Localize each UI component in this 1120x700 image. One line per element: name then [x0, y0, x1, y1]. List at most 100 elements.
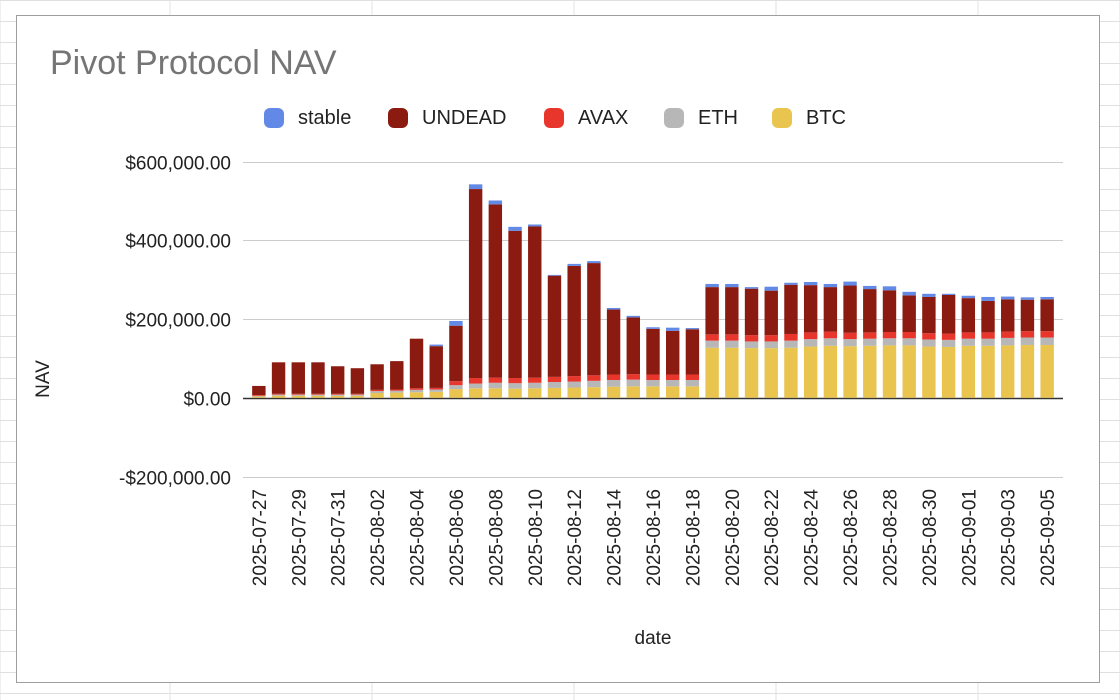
bar-segment-eth: [587, 380, 601, 388]
bar-segment-btc: [784, 347, 798, 398]
legend-label-stable: stable: [298, 107, 352, 129]
bar-segment-btc: [725, 347, 739, 398]
bar-segment-undead: [981, 300, 995, 333]
bar-segment-avax: [1001, 331, 1015, 338]
bar-segment-avax: [626, 374, 640, 380]
y-tick-label: $0.00: [183, 390, 231, 411]
bar-segment-btc: [646, 386, 660, 398]
bar-segment-btc: [528, 388, 542, 398]
y-axis-label: NAV: [33, 360, 54, 398]
bar-segment-avax: [784, 333, 798, 341]
bar-segment-btc: [863, 345, 877, 398]
bar-segment-undead: [488, 204, 503, 378]
legend-swatch-eth: [664, 108, 684, 128]
bar-segment-undead: [390, 361, 404, 390]
bar-segment-btc: [429, 391, 443, 398]
x-tick-label: 2025-08-14: [605, 489, 626, 587]
bar-segment-undead: [252, 385, 266, 395]
bar-segment-eth: [370, 391, 384, 394]
bar-segment-stable: [902, 291, 916, 296]
bar-segment-stable: [449, 320, 463, 326]
x-tick-label: 2025-08-26: [841, 489, 862, 586]
bar-segment-btc: [685, 386, 700, 398]
legend-label-undead: UNDEAD: [422, 107, 507, 129]
x-tick-label: 2025-08-16: [644, 489, 665, 586]
bar-segment-eth: [271, 394, 286, 396]
bar-segment-undead: [606, 309, 621, 375]
bar-segment-undead: [547, 275, 562, 377]
bar-segment-undead: [725, 287, 739, 335]
bar-segment-avax: [350, 393, 365, 395]
legend-swatch-stable: [264, 108, 284, 128]
bar-segment-btc: [666, 386, 680, 398]
legend-swatch-avax: [544, 108, 564, 128]
bar-segment-avax: [587, 375, 601, 381]
chart-title: Pivot Protocol NAV: [50, 44, 337, 82]
y-tick-label: $400,000.00: [125, 232, 231, 253]
bar-segment-avax: [409, 388, 424, 390]
bar-segment-stable: [922, 293, 936, 297]
bar-segment-stable: [429, 344, 443, 347]
bar-segment-eth: [606, 380, 621, 387]
bar-segment-stable: [468, 184, 483, 190]
bar-segment-btc: [567, 387, 581, 398]
x-tick-label: 2025-08-10: [526, 489, 547, 586]
bar-segment-avax: [252, 394, 266, 396]
bar-segment-btc: [705, 347, 719, 398]
bar-segment-eth: [863, 338, 877, 346]
bar-segment-stable: [1020, 297, 1035, 300]
x-tick-label: 2025-07-27: [250, 489, 271, 586]
bar-segment-avax: [705, 334, 719, 341]
bar-segment-eth: [429, 389, 443, 392]
bar-segment-stable: [744, 287, 759, 289]
bar-segment-undead: [626, 317, 640, 375]
bar-segment-stable: [547, 274, 562, 276]
bar-segment-avax: [429, 387, 443, 390]
bar-segment-avax: [449, 381, 463, 386]
bar-segment-undead: [330, 366, 345, 394]
bar-segment-btc: [547, 387, 562, 398]
bar-segment-undead: [291, 362, 305, 394]
bar-segment-avax: [311, 393, 325, 395]
bar-segment-btc: [902, 345, 916, 398]
bar-segment-stable: [784, 282, 798, 285]
bar-segment-stable: [843, 281, 857, 286]
bar-segment-avax: [725, 334, 739, 341]
bar-segment-stable: [863, 285, 877, 290]
bar-segment-stable: [961, 295, 976, 299]
bar-segment-btc: [350, 395, 365, 398]
bar-segment-undead: [508, 230, 522, 379]
bar-segment-avax: [843, 332, 857, 340]
bar-segment-undead: [350, 368, 365, 394]
bar-segment-undead: [1001, 299, 1015, 332]
bar-segment-stable: [567, 263, 581, 266]
y-tick-label: -$200,000.00: [119, 469, 231, 490]
bar-segment-avax: [330, 393, 345, 395]
bar-segment-stable: [666, 327, 680, 331]
bar-segment-stable: [803, 281, 818, 286]
bar-segment-avax: [291, 393, 305, 395]
bar-segment-btc: [330, 395, 345, 398]
x-tick-label: 2025-07-29: [289, 489, 310, 586]
bar-segment-avax: [468, 378, 483, 384]
bar-segment-eth: [705, 340, 719, 348]
bar-segment-eth: [547, 382, 562, 388]
bar-segment-eth: [941, 339, 956, 347]
x-tick-label: 2025-08-28: [881, 489, 902, 586]
bar-segment-stable: [1040, 296, 1054, 300]
bar-segment-undead: [902, 295, 916, 332]
bar-segment-eth: [961, 338, 976, 346]
bar-segment-btc: [803, 346, 818, 398]
bar-segment-btc: [587, 387, 601, 398]
legend-label-avax: AVAX: [578, 107, 629, 129]
bar-segment-stable: [764, 286, 778, 291]
bar-segment-eth: [1001, 337, 1015, 346]
bar-segment-btc: [1040, 344, 1054, 398]
bar-segment-btc: [922, 346, 936, 398]
legend-swatch-undead: [388, 108, 408, 128]
x-tick-label: 2025-08-06: [447, 489, 468, 586]
bar-segment-stable: [587, 261, 601, 264]
bar-segment-avax: [902, 331, 916, 339]
bar-segment-btc: [764, 348, 778, 398]
bar-segment-btc: [961, 345, 976, 398]
